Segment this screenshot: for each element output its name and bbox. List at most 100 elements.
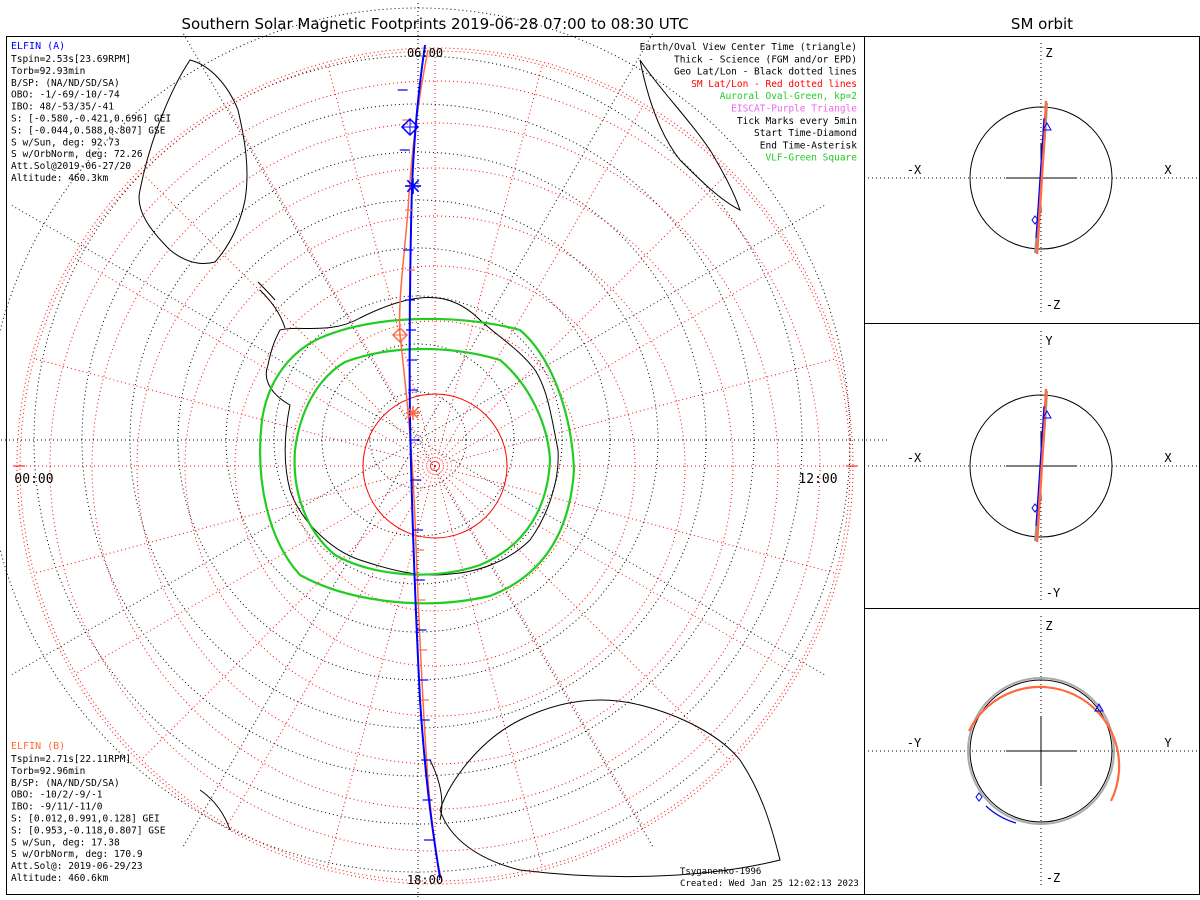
- sm-lon-line: [327, 65, 436, 467]
- sm-lon-line: [227, 465, 436, 826]
- legend-item: EISCAT-Purple Triangle: [731, 104, 857, 115]
- sm-lat-circle: [184, 215, 686, 717]
- geo-lon-line: [182, 32, 419, 441]
- info-line: S w/OrbNorm, deg: 72.26: [11, 149, 143, 160]
- legend-item: Geo Lat/Lon - Black dotted lines: [674, 67, 857, 78]
- info-line: Altitude: 460.3km: [11, 173, 109, 184]
- sm-lon-line: [34, 465, 436, 574]
- sm-lat-circle: [136, 167, 734, 765]
- info-line: Tspin=2.53s[23.69RPM]: [11, 54, 131, 65]
- sm-lon-line: [75, 258, 436, 467]
- earth-circle: [969, 106, 1113, 250]
- info-line: Torb=92.96min: [11, 766, 85, 777]
- geo-lon-line: [417, 439, 826, 676]
- legend-item: Auroral Oval-Green, kp=2: [720, 91, 857, 102]
- info-line: OBO: -10/2/-9/-1: [11, 790, 103, 801]
- info-line: OBO: -1/-69/-10/-74: [11, 90, 120, 101]
- orbit-triangle: [1042, 409, 1052, 419]
- sm-lon-line: [434, 65, 543, 467]
- orbit-label-bottom: -Z: [1046, 298, 1060, 312]
- info-line: S w/Sun, deg: 92.73: [11, 137, 120, 148]
- elfin-b-name: ELFIN (B): [11, 741, 65, 752]
- orbit-panel: Z -Z -Y Y: [868, 616, 1198, 886]
- sm-lon-line: [75, 465, 436, 674]
- auroral-oval-outer: [259, 317, 576, 605]
- orbit-label-top: Z: [1045, 619, 1052, 633]
- coastline-australia: [439, 699, 781, 878]
- polar-map: [0, 0, 888, 900]
- info-line: Att.Sol@2019-06-27/20: [11, 161, 131, 172]
- legend-item: End Time-Asterisk: [760, 140, 858, 151]
- orbit-trace-elfin-a: [1035, 405, 1045, 527]
- sm-orbit-title: SM orbit: [1011, 15, 1073, 33]
- sm-lon-line: [141, 172, 436, 467]
- geo-lon-line: [10, 439, 419, 676]
- geo-lon-line: [417, 439, 654, 848]
- coastline-peninsula: [257, 281, 286, 329]
- earth-circle: [969, 679, 1113, 823]
- elfin-a-end-asterisk: [406, 179, 420, 193]
- elfin-b-info: ELFIN (B) Tspin=2.71s[22.11RPM]Torb=92.9…: [11, 741, 166, 884]
- hour-label-right: 12:00: [798, 472, 837, 487]
- legend: Earth/Oval View Center Time (triangle)Th…: [640, 42, 858, 164]
- orbit-diamond: [975, 792, 983, 802]
- sm-lon-line: [434, 465, 643, 826]
- elfin-b-end-asterisk: [407, 407, 419, 419]
- legend-item: SM Lat/Lon - Red dotted lines: [691, 79, 857, 90]
- hour-label-bottom: 18:00: [407, 873, 443, 887]
- sm-lon-line: [434, 465, 729, 760]
- orbit-diamond: [1031, 503, 1039, 513]
- orbit-trace-elfin-a: [1035, 117, 1045, 239]
- info-line: S: [-0.580,-0.421,0.696] GEI: [11, 114, 171, 125]
- orbit-trace-elfin-b: [1035, 100, 1048, 255]
- elfin-b-track: [398, 49, 443, 881]
- elfin-a-info: ELFIN (A) Tspin=2.53s[23.69RPM]Torb=92.9…: [11, 41, 171, 184]
- orbit-panels: Z -Z -X X Y -Y -X X Z -Z -Y Y: [868, 43, 1198, 886]
- legend-item: Thick - Science (FGM and/or EPD): [674, 54, 857, 65]
- info-line: Att.Sol@: 2019-06-29/23: [11, 861, 143, 872]
- info-line: S w/Sun, deg: 17.38: [11, 837, 120, 848]
- orbit-label-left: -X: [907, 163, 922, 177]
- figure-title: Southern Solar Magnetic Footprints 2019-…: [181, 15, 688, 33]
- orbit-label-left: -Y: [907, 736, 922, 750]
- auroral-oval-inner: [293, 347, 552, 576]
- hour-label-top: 06:00: [407, 46, 443, 60]
- orbit-panel: Y -Y -X X: [868, 331, 1198, 601]
- orbit-label-right: X: [1164, 163, 1172, 177]
- orbit-label-top: Z: [1045, 46, 1052, 60]
- orbit-trace-elfin-b: [1035, 388, 1048, 543]
- info-line: S: [-0.044,0.588,0.807] GSE: [11, 125, 166, 136]
- orbit-label-bottom: -Y: [1046, 586, 1061, 600]
- orbit-triangle: [1042, 121, 1052, 131]
- orbit-triangle: [1094, 702, 1104, 712]
- sm-lon-line: [434, 465, 543, 867]
- sm-lon-line: [434, 465, 795, 674]
- orbit-label-top: Y: [1045, 334, 1053, 348]
- info-line: S: [0.012,0.991,0.128] GEI: [11, 814, 160, 825]
- orbit-label-right: X: [1164, 451, 1172, 465]
- hour-label-left: 00:00: [14, 472, 53, 487]
- earth-circle: [969, 394, 1113, 538]
- sm-lon-line: [434, 358, 836, 467]
- sm-lat-circle: [91, 122, 779, 810]
- geo-lon-line: [417, 32, 654, 441]
- info-line: S: [0.953,-0.118,0.807] GSE: [11, 825, 166, 836]
- info-line: B/SP: (NA/ND/SD/SA): [11, 778, 120, 789]
- coastline-antarctica: [265, 297, 559, 576]
- orbit-trace-gray: [967, 677, 1115, 825]
- orbit-trace-elfin-b: [968, 685, 1121, 802]
- info-line: IBO: 48/-53/35/-41: [11, 102, 114, 113]
- legend-item: VLF-Green Square: [765, 153, 857, 164]
- legend-item: Start Time-Diamond: [754, 128, 857, 139]
- sm-lat-circle: [19, 50, 851, 882]
- coastline-south-america: [138, 59, 248, 264]
- orbit-label-right: Y: [1164, 736, 1172, 750]
- geo-lon-line: [10, 204, 419, 441]
- orbit-trace-elfin-a: [985, 805, 1017, 824]
- orbit-diamond: [1031, 215, 1039, 225]
- info-line: IBO: -9/11/-11/0: [11, 802, 103, 813]
- orbit-label-bottom: -Z: [1046, 871, 1060, 885]
- coastline-africa: [639, 59, 741, 211]
- legend-item: Earth/Oval View Center Time (triangle): [640, 42, 857, 53]
